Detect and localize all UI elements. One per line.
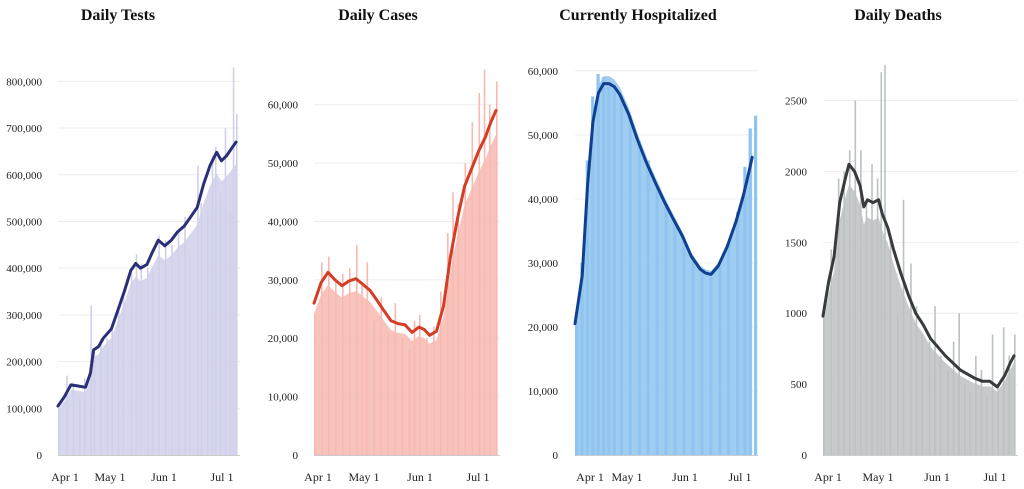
bar-area [575, 76, 753, 456]
y-tick-label: 30,000 [268, 275, 299, 287]
y-tick-label: 40,000 [528, 194, 559, 206]
x-tick-label: May 1 [349, 470, 380, 484]
y-tick-label: 1500 [785, 237, 808, 249]
y-tick-label: 20,000 [268, 333, 299, 345]
x-tick-label: May 1 [612, 470, 643, 484]
y-tick-label: 2500 [785, 96, 808, 108]
y-tick-label: 800,000 [6, 76, 42, 88]
y-tick-label: 400,000 [6, 263, 42, 275]
y-tick-label: 10,000 [268, 392, 299, 404]
x-tick-label: Apr 1 [304, 470, 332, 484]
y-tick-label: 700,000 [6, 123, 42, 135]
bar-area [314, 134, 496, 455]
x-tick-label: Jun 1 [924, 470, 950, 484]
y-tick-label: 200,000 [6, 357, 42, 369]
bar [236, 114, 238, 455]
x-tick-label: Apr 1 [576, 470, 604, 484]
y-tick-label: 100,000 [6, 403, 42, 415]
y-tick-label: 500,000 [6, 216, 42, 228]
chart-panel-2: Daily Cases 0 10,000 20,000 30,000 40,000 50,0… [268, 7, 500, 484]
y-tick-label: 50,000 [528, 130, 559, 142]
y-tick-label: 50,000 [268, 158, 299, 170]
average-line [821, 162, 1016, 389]
bar [1014, 334, 1016, 455]
chart-panel-4: Daily Deaths 0 500 1000 1500 2000 2500 Apr 1 May… [785, 7, 1018, 484]
x-tick-label: Apr 1 [51, 470, 79, 484]
chart-panel-1: Daily Tests 0 100,000 200,000 300,000 400,000… [6, 7, 240, 484]
average-line [573, 82, 754, 326]
chart-title: Daily Deaths [854, 7, 942, 24]
y-tick-label: 60,000 [528, 66, 559, 78]
y-tick-label: 2000 [785, 166, 808, 178]
x-tick-label: Jul 1 [210, 470, 233, 484]
average-line [312, 109, 498, 337]
y-tick-label: 20,000 [528, 322, 559, 334]
x-tick-label: Jul 1 [983, 470, 1006, 484]
x-tick-label: Jun 1 [672, 470, 698, 484]
y-tick-label: 0 [37, 450, 43, 462]
y-tick-label: 1000 [785, 308, 808, 320]
y-tick-label: 300,000 [6, 310, 42, 322]
chart-title: Daily Cases [338, 7, 418, 24]
x-tick-label: May 1 [95, 470, 126, 484]
y-tick-label: 40,000 [268, 216, 299, 228]
x-tick-label: Apr 1 [814, 470, 842, 484]
x-tick-label: Jun 1 [407, 470, 433, 484]
y-tick-label: 500 [791, 379, 808, 391]
y-tick-label: 60,000 [268, 100, 299, 112]
y-tick-label: 600,000 [6, 170, 42, 182]
x-tick-label: Jul 1 [728, 470, 751, 484]
y-tick-label: 10,000 [528, 386, 559, 398]
bar-area [823, 184, 1014, 455]
x-tick-label: May 1 [863, 470, 894, 484]
bar-area [58, 163, 236, 455]
average-line [56, 140, 238, 408]
x-tick-label: Jul 1 [466, 470, 489, 484]
y-tick-label: 0 [553, 450, 559, 462]
chart-title: Daily Tests [81, 7, 155, 24]
bar [754, 115, 758, 456]
bar [496, 81, 498, 456]
y-tick-label: 30,000 [528, 258, 559, 270]
chart-title: Currently Hospitalized [559, 7, 717, 24]
x-tick-label: Jun 1 [151, 470, 177, 484]
y-tick-label: 0 [802, 450, 808, 462]
chart-panel-3: Currently Hospitalized 0 10,000 20,000 30,00… [528, 7, 758, 484]
y-tick-label: 0 [293, 450, 299, 462]
